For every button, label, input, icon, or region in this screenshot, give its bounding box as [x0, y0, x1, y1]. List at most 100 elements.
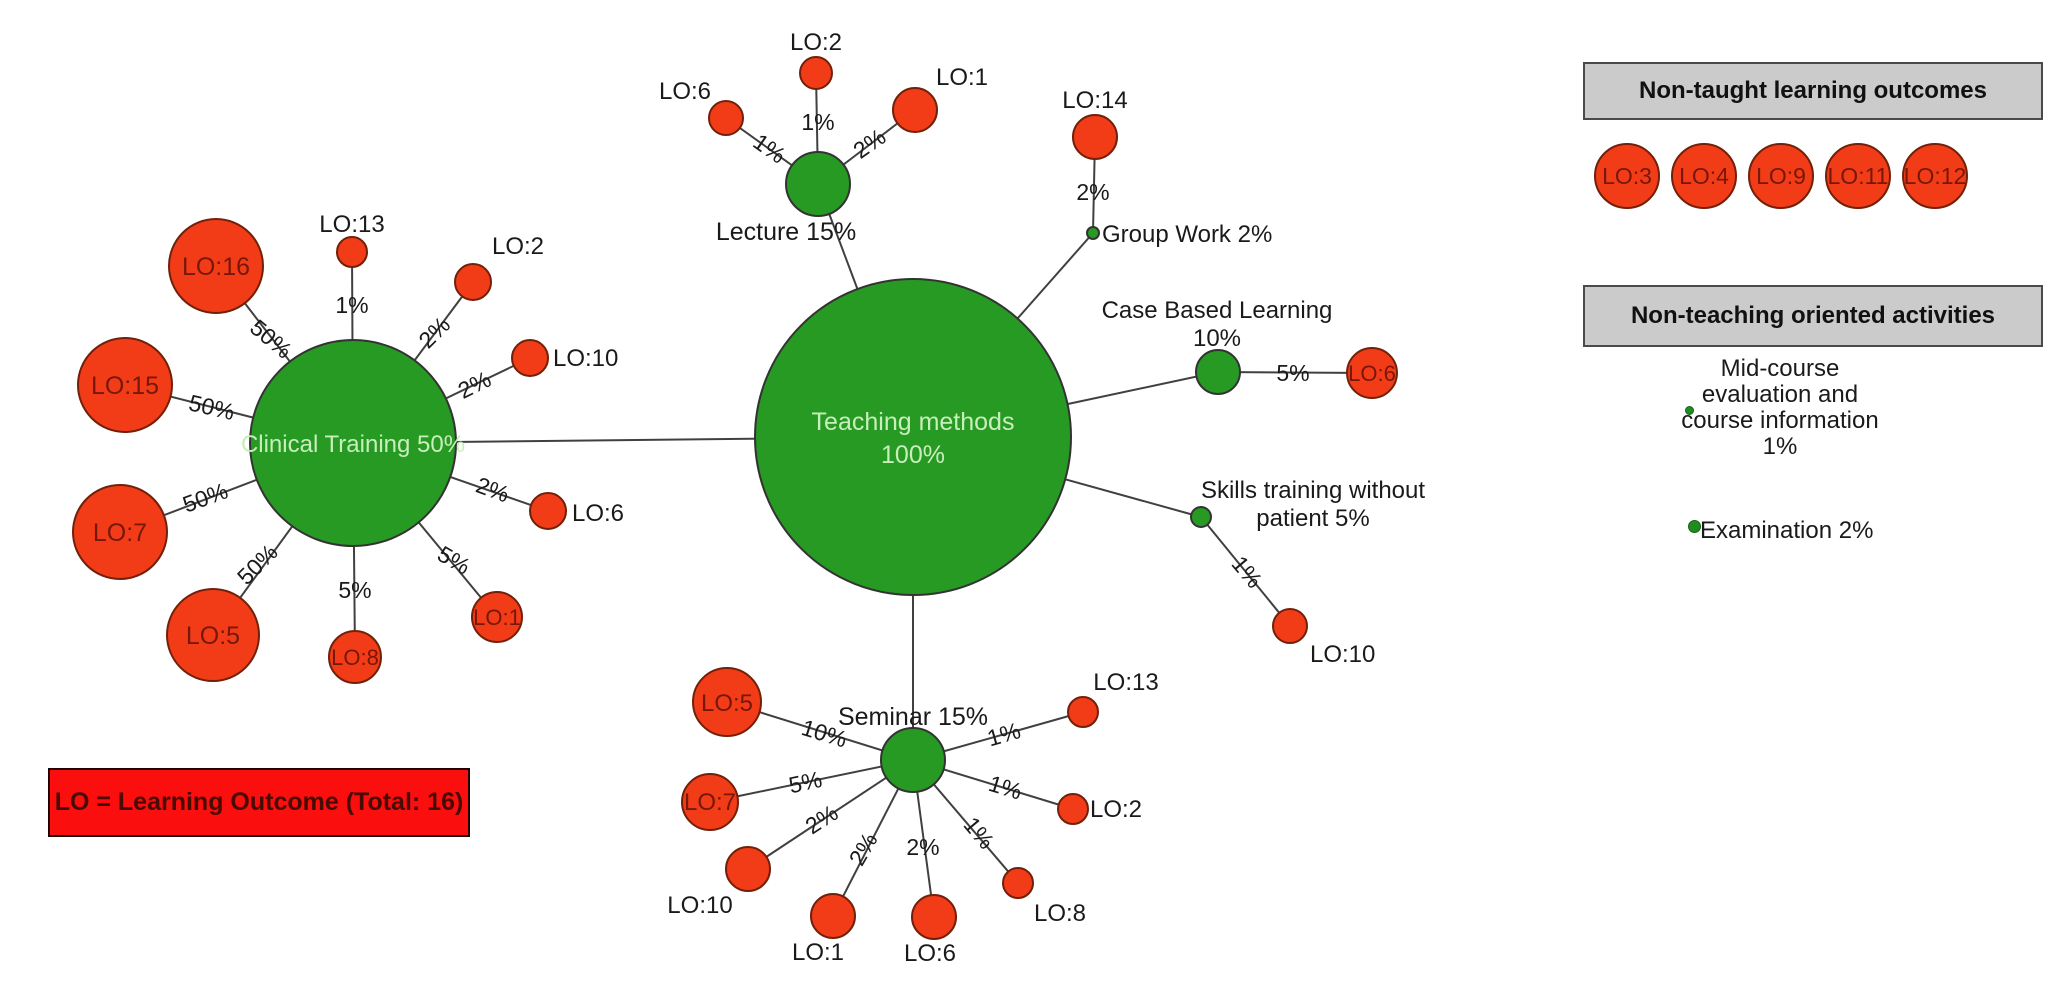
node-label-c_lo15: LO:15 [91, 372, 159, 400]
node-circle-se_lo8 [1002, 867, 1034, 899]
midcourse-evaluation-label: Mid-course evaluation and course informa… [1681, 355, 1879, 460]
node-label-se_lo8: LO:8 [1034, 900, 1086, 927]
edge-percent-seminar-se_lo6: 2% [906, 834, 939, 860]
node-circle-c_lo5 [166, 588, 260, 682]
edge-percent-clinical-c_lo7: 50% [179, 477, 231, 517]
node-label-c_lo16: LO:16 [182, 253, 250, 281]
edge-percent-clinical-c_lo10: 2% [454, 366, 495, 404]
node-circle-se_lo13 [1067, 696, 1099, 728]
node-circle-c_lo10 [511, 339, 549, 377]
legend-outcome-lo4: LO:4 [1671, 143, 1737, 209]
edge-percent-seminar-se_lo10: 2% [801, 799, 843, 839]
node-circle-c_lo1 [471, 591, 523, 643]
edge-percent-seminar-se_lo8: 1% [958, 812, 999, 854]
node-circle-c_lo8 [328, 630, 382, 684]
non-teaching-panel-header: Non-teaching oriented activities [1583, 285, 2043, 347]
node-circle-teaching [754, 278, 1072, 596]
legend-outcome-label: LO:12 [1903, 162, 1967, 189]
node-circle-se_lo1 [810, 893, 856, 939]
edge-percent-lecture-l_lo6: 1% [749, 128, 791, 168]
node-circle-g_lo14 [1072, 114, 1118, 160]
node-label-teaching: Teaching methods 100% [812, 408, 1015, 469]
node-label-c_lo5: LO:5 [186, 622, 240, 650]
node-circle-groupwork [1086, 226, 1100, 240]
node-circle-se_lo5 [692, 667, 762, 737]
node-circle-se_lo6 [911, 894, 957, 940]
edge-percent-case_based-cb_lo6: 5% [1276, 360, 1309, 386]
node-label-se_lo13: LO:13 [1093, 669, 1158, 696]
node-label-c_lo13: LO:13 [319, 211, 384, 238]
node-circle-c_lo16 [168, 218, 264, 314]
node-circle-l_lo6 [708, 100, 744, 136]
edge-percent-clinical-c_lo16: 50% [245, 314, 297, 364]
node-circle-case_based [1195, 349, 1241, 395]
node-label-c_lo6: LO:6 [572, 500, 624, 527]
examination-dot-icon [1688, 520, 1701, 533]
edge-skills-s_lo10 [1200, 516, 1291, 627]
node-label-cb_lo6: LO:6 [1348, 361, 1396, 386]
edge-percent-clinical-c_lo8: 5% [338, 577, 371, 603]
edge-percent-clinical-c_lo13: 1% [335, 292, 368, 318]
node-label-l_lo6: LO:6 [659, 78, 711, 105]
node-label-g_lo14: LO:14 [1062, 87, 1127, 114]
node-label-se_lo5: LO:5 [701, 690, 753, 717]
legend-outcome-label: LO:9 [1756, 162, 1806, 189]
node-label-c_lo7: LO:7 [93, 519, 147, 547]
node-label-s_lo10: LO:10 [1310, 641, 1375, 668]
node-label-c_lo1: LO:1 [473, 605, 521, 630]
edge-percent-groupwork-g_lo14: 2% [1076, 179, 1109, 205]
node-circle-s_lo10 [1272, 608, 1308, 644]
node-label-c_lo10: LO:10 [553, 345, 618, 372]
node-circle-c_lo15 [77, 337, 173, 433]
edge-percent-clinical-c_lo6: 2% [473, 472, 513, 508]
legend-outcome-lo9: LO:9 [1748, 143, 1814, 209]
edge-percent-seminar-se_lo2: 1% [986, 770, 1025, 805]
edge-percent-clinical-c_lo15: 50% [186, 389, 237, 425]
edge-percent-clinical-c_lo2: 2% [413, 311, 455, 353]
node-circle-l_lo2 [799, 56, 833, 90]
edge-seminar-se_lo7 [709, 759, 914, 803]
node-label-case_based: Case Based Learning 10% [1102, 297, 1333, 352]
node-label-clinical: Clinical Training 50% [241, 431, 465, 458]
node-label-c_lo8: LO:8 [331, 645, 379, 670]
node-label-c_lo2: LO:2 [492, 233, 544, 260]
node-label-se_lo10: LO:10 [667, 892, 732, 919]
node-circle-lecture [785, 151, 851, 217]
node-label-seminar: Seminar 15% [838, 703, 988, 731]
node-label-l_lo1: LO:1 [936, 64, 988, 91]
node-circle-se_lo10 [725, 846, 771, 892]
examination-label: Examination 2% [1700, 517, 1874, 544]
non-teaching-panel-title: Non-teaching oriented activities [1630, 302, 1996, 329]
node-label-se_lo6: LO:6 [904, 940, 956, 967]
node-label-skills: Skills training without patient 5% [1201, 477, 1425, 532]
legend-outcome-lo3: LO:3 [1594, 143, 1660, 209]
node-circle-skills [1190, 506, 1212, 528]
node-circle-c_lo6 [529, 492, 567, 530]
node-label-lecture: Lecture 15% [716, 218, 856, 246]
node-label-groupwork: Group Work 2% [1102, 221, 1272, 248]
edge-percent-clinical-c_lo5: 50% [232, 539, 283, 590]
legend-outcome-label: LO:11 [1827, 162, 1889, 189]
midcourse-dot-icon [1685, 406, 1694, 415]
legend-outcome-lo12: LO:12 [1902, 143, 1968, 209]
legend-outcome-lo11: LO:11 [1825, 143, 1891, 209]
node-circle-c_lo7 [72, 484, 168, 580]
node-label-se_lo7: LO:7 [684, 789, 736, 816]
edge-percent-lecture-l_lo1: 2% [848, 123, 890, 163]
node-circle-seminar [880, 727, 946, 793]
non-taught-outcomes-row: LO:3 LO:4 LO:9 LO:11 LO:12 [1594, 143, 1968, 209]
edge-percent-seminar-se_lo1: 2% [844, 828, 883, 870]
legend-outcome-label: LO:3 [1602, 162, 1652, 189]
edge-percent-seminar-se_lo7: 5% [786, 766, 824, 798]
edge-percent-seminar-se_lo13: 1% [984, 717, 1023, 751]
edge-percent-lecture-l_lo2: 1% [801, 109, 834, 135]
node-circle-c_lo13 [336, 236, 368, 268]
node-label-se_lo2: LO:2 [1090, 796, 1142, 823]
node-label-se_lo1: LO:1 [792, 939, 844, 966]
node-circle-cb_lo6 [1346, 347, 1398, 399]
non-taught-panel-header: Non-taught learning outcomes [1583, 62, 2043, 120]
node-circle-l_lo1 [892, 87, 938, 133]
node-label-l_lo2: LO:2 [790, 29, 842, 56]
